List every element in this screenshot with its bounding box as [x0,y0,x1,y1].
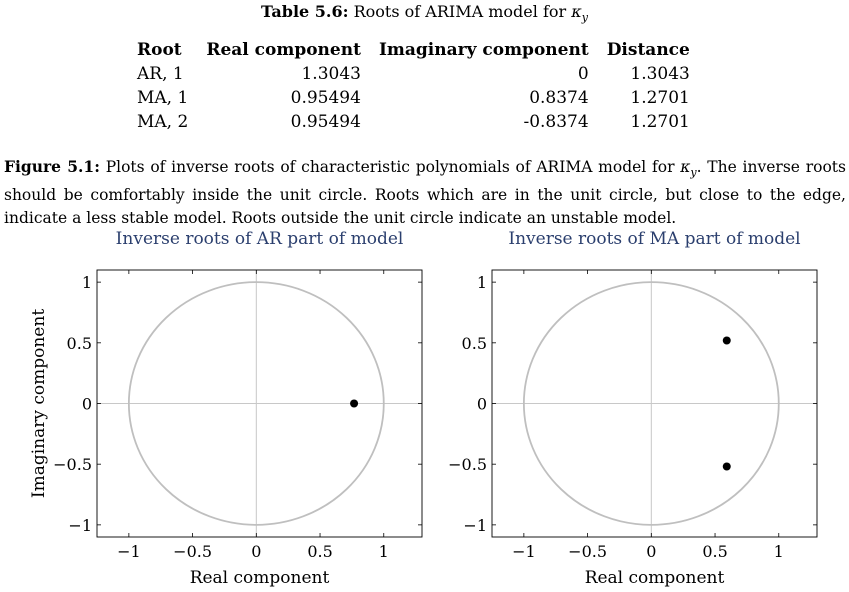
figure-caption-label: Figure 5.1: [4,157,100,176]
table-row: AR, 1 1.3043 0 1.3043 [128,62,699,86]
ma-unit-circle [522,281,780,526]
ar-y-axis-label: Imaginary component [29,309,49,498]
ma-y-tick-label: 1 [477,273,487,292]
cell-real: 0.95494 [290,88,361,108]
cell-root: MA, 1 [137,88,189,108]
ar-roots-plot: Inverse roots of AR part of model −1 −0.5 0… [29,229,423,588]
cell-imaginary: 0.8374 [529,88,589,108]
ma-x-tick-label: −1 [512,542,536,561]
ma-x-tick-label: −0.5 [568,542,607,561]
figure-caption-text-a: Plots of inverse roots of characteristic… [105,158,675,176]
ar-y-tick-label: 0.5 [67,334,92,353]
ma-x-tick-label: 1 [774,542,784,561]
ar-x-tick-label: −1 [117,542,141,561]
figure-caption: Figure 5.1: Plots of inverse roots of ch… [4,155,846,230]
ar-unit-circle [127,281,385,526]
table-row: MA, 2 0.95494 -0.8374 1.2701 [128,110,699,134]
cell-distance: 1.2701 [630,88,690,108]
table-caption: Table 5.6: Roots of ARIMA model for κy [0,2,849,28]
table-caption-label: Table 5.6: [261,2,349,21]
ar-y-tick-label: −1 [68,516,92,535]
roots-table: Root Real component Imaginary component … [128,38,699,134]
header-root: Root [137,40,182,60]
header-distance: Distance [606,40,690,60]
table-caption-symbol: κy [571,2,588,25]
ar-x-tick-label: 0 [251,542,261,561]
figure-caption-text-b: . The inverse roots should be comfortabl… [4,158,846,228]
ma-y-tick-label: −0.5 [448,455,487,474]
ma-roots-plot: Inverse roots of MA part of model −1 −0.5 0… [448,229,818,588]
ma-y-tick-label: 0.5 [462,334,487,353]
ma-y-tick-label: −1 [463,516,487,535]
cell-root: AR, 1 [137,64,184,84]
ar-x-tick-label: 1 [379,542,389,561]
header-real: Real component [206,40,361,60]
ma-x-tick-label: 0.5 [702,542,727,561]
ar-y-tick-label: 0 [82,395,92,414]
cell-root: MA, 2 [137,112,189,132]
ma-root-point [722,462,731,471]
ar-root-point [350,399,359,408]
cell-real: 1.3043 [301,64,361,84]
header-imaginary: Imaginary component [378,40,589,60]
cell-distance: 1.3043 [630,64,690,84]
ar-y-tick-label: −0.5 [53,455,92,474]
ma-y-tick-label: 0 [477,395,487,414]
ar-plot-title: Inverse roots of AR part of model [116,229,404,249]
ma-x-tick-label: 0 [646,542,656,561]
figure-caption-symbol: κy [680,158,697,180]
cell-imaginary: 0 [577,64,589,84]
table-row: MA, 1 0.95494 0.8374 1.2701 [128,86,699,110]
ar-x-tick-label: −0.5 [173,542,212,561]
cell-distance: 1.2701 [630,112,690,132]
ar-x-axis-label: Real component [190,568,330,588]
table-header-row: Root Real component Imaginary component … [128,38,699,62]
table-caption-text: Roots of ARIMA model for [353,2,567,21]
ma-root-point [722,336,731,345]
ma-x-axis-label: Real component [585,568,725,588]
cell-real: 0.95494 [290,112,361,132]
ma-plot-title: Inverse roots of MA part of model [508,229,800,249]
ar-y-tick-label: 1 [82,273,92,292]
ar-x-tick-label: 0.5 [307,542,332,561]
cell-imaginary: -0.8374 [523,112,589,132]
